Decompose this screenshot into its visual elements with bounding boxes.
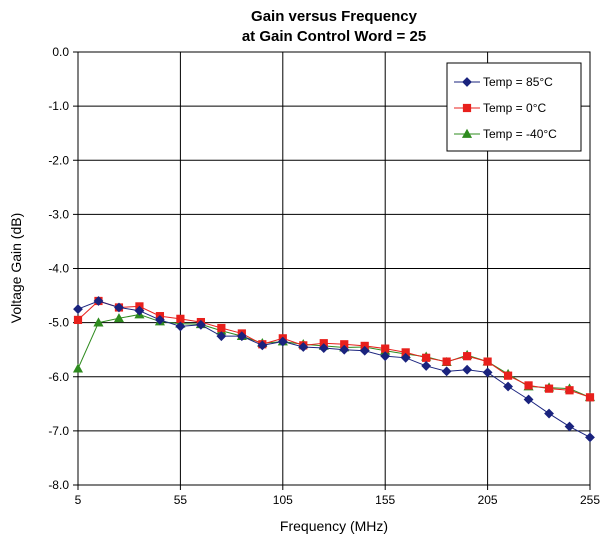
y-axis-label: Voltage Gain (dB) [8, 213, 24, 324]
data-point [155, 315, 165, 325]
data-point [114, 302, 124, 313]
chart-title-line1: Gain versus Frequency [251, 8, 418, 25]
data-point [72, 363, 84, 373]
y-tick-label: -1.0 [48, 99, 69, 113]
chart-title-line2: at Gain Control Word = 25 [242, 28, 426, 45]
data-point [175, 321, 186, 332]
data-point [277, 336, 288, 347]
legend-label: Temp = -40°C [483, 127, 557, 141]
series-2 [72, 309, 596, 402]
y-tick-label: -2.0 [48, 153, 69, 167]
data-point [524, 381, 533, 390]
series-0 [73, 296, 595, 443]
data-point [113, 313, 125, 323]
data-point [359, 345, 370, 356]
data-point [217, 323, 226, 333]
data-point [134, 305, 145, 316]
data-point [585, 432, 595, 443]
data-point [503, 371, 513, 380]
data-point [93, 296, 104, 306]
series-line [77, 313, 591, 398]
series-lines [72, 296, 596, 443]
data-point [318, 343, 329, 353]
y-tick-label: -3.0 [48, 207, 69, 221]
data-point [565, 386, 574, 395]
data-point [73, 304, 83, 315]
legend-marker [462, 77, 472, 87]
data-point [482, 367, 493, 378]
legend-entry: Temp = 0°C [454, 101, 546, 115]
data-point [380, 351, 391, 362]
data-point [93, 317, 104, 327]
y-tick-label: -6.0 [48, 370, 69, 384]
legend-entry: Temp = 85°C [454, 75, 553, 89]
legend-marker [462, 103, 472, 113]
data-point [176, 314, 185, 323]
y-tick-label: -4.0 [48, 262, 69, 276]
data-point [463, 352, 472, 361]
legend-label: Temp = 85°C [483, 75, 553, 89]
data-point [400, 352, 411, 363]
y-tick-label: 0.0 [52, 45, 69, 59]
axis-ticks: 5 55 105 155 205 2550.0-1.0-2.0-3.0-4.0-5.0-6… [48, 45, 600, 507]
legend-entry: Temp = -40°C [454, 127, 557, 141]
x-tick-label: 105 [273, 493, 293, 507]
data-point [298, 342, 309, 352]
data-point [195, 319, 206, 330]
data-point [422, 353, 431, 362]
data-point [462, 364, 473, 375]
data-point [585, 393, 595, 402]
data-point [339, 344, 350, 355]
data-point [381, 344, 390, 353]
y-tick-label: -7.0 [48, 424, 69, 438]
y-tick-label: -5.0 [48, 316, 69, 330]
data-point [523, 394, 534, 405]
data-point [544, 384, 554, 393]
data-point [216, 331, 227, 342]
x-tick-label: 205 [478, 493, 498, 507]
data-point [503, 381, 513, 392]
legend-label: Temp = 0°C [483, 101, 546, 115]
x-tick-label: 55 [174, 493, 188, 507]
data-point [564, 421, 575, 432]
x-axis-label: Frequency (MHz) [280, 518, 388, 534]
legend: Temp = 85°C Temp = 0°C Temp = -40°C [446, 62, 582, 152]
x-tick-label: 5 [75, 493, 82, 507]
series-line [77, 300, 591, 438]
data-point [441, 366, 452, 377]
y-tick-label: -8.0 [48, 478, 69, 492]
data-point [544, 408, 554, 419]
data-point [73, 315, 83, 325]
x-tick-label: 155 [375, 493, 395, 507]
data-point [421, 361, 432, 371]
data-point [483, 357, 492, 366]
x-tick-label: 255 [580, 493, 600, 507]
data-point [257, 340, 268, 351]
data-point [442, 357, 451, 366]
legend-marker [461, 128, 473, 138]
data-point [236, 331, 247, 342]
